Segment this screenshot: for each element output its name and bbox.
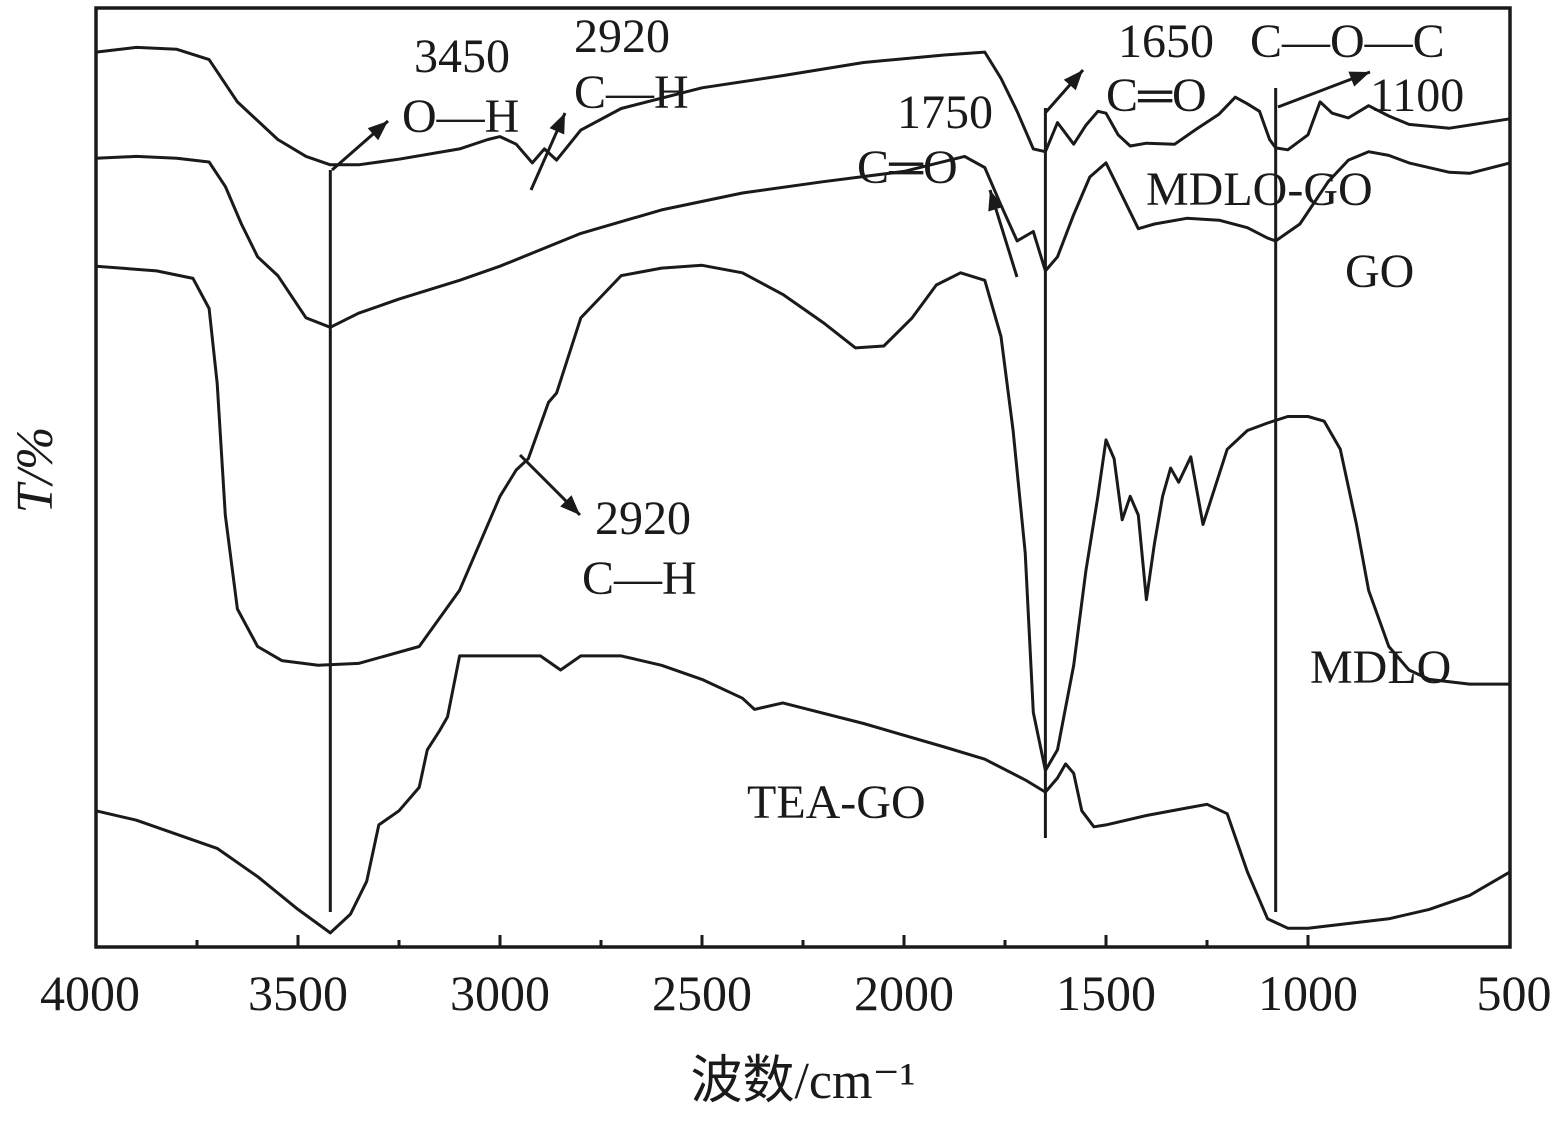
- annot-ch-wavenumber: 2920: [574, 10, 670, 63]
- x-tick-label: 2000: [854, 965, 954, 1021]
- spectra-curves: [95, 45, 1511, 935]
- series-label-mdlo: MDLO: [1310, 641, 1451, 694]
- arrow-co-1750: [988, 189, 1019, 278]
- annot-coc-wavenumber: 1100: [1370, 69, 1464, 122]
- annot-oh-wavenumber: 3450: [414, 30, 510, 83]
- x-axis-ticks: 4000 3500 3000 2500 2000 1500 1000 500: [40, 935, 1552, 1021]
- annot-ch-bond: C—H: [574, 66, 689, 119]
- arrow-oh: [331, 119, 389, 172]
- annot-mdlo-ch-wavenumber: 2920: [595, 492, 691, 545]
- annot-mdlo-ch-bond: C—H: [582, 552, 697, 605]
- x-tick-label: 3000: [450, 965, 550, 1021]
- x-tick-label: 3500: [248, 965, 348, 1021]
- arrow-coc: [1277, 70, 1371, 109]
- x-axis-label: 波数/cm⁻¹: [690, 1053, 915, 1110]
- series-label-go: GO: [1345, 245, 1414, 298]
- annot-co-1750-bond: C═O: [857, 141, 958, 194]
- x-tick-label: 500: [1477, 965, 1552, 1021]
- y-axis-label: T/%: [7, 427, 64, 514]
- annot-co-1750-wavenumber: 1750: [897, 86, 993, 139]
- arrow-ch-mdlo: [518, 453, 582, 517]
- annotation-arrows: [331, 69, 1371, 517]
- series-label-mdlo-go: MDLO-GO: [1146, 163, 1373, 216]
- reference-lines: [328, 88, 1278, 912]
- arrow-ch-top: [529, 112, 567, 191]
- annot-coc-bond: C—O—C: [1250, 15, 1445, 68]
- x-tick-label: 2500: [652, 965, 752, 1021]
- curve-mdlo: [95, 263, 1510, 772]
- x-tick-label: 1500: [1056, 965, 1156, 1021]
- x-tick-label: 4000: [40, 965, 140, 1021]
- curve-mdlo-go: [95, 45, 1511, 167]
- annot-co-1650-wavenumber: 1650: [1118, 15, 1214, 68]
- x-tick-label: 1000: [1258, 965, 1358, 1021]
- curve-tea-go: [95, 654, 1511, 935]
- annot-oh-bond: O—H: [402, 90, 519, 143]
- arrow-co-1650: [1044, 69, 1085, 113]
- annot-co-1650-bond: C═O: [1106, 69, 1207, 122]
- series-label-tea-go: TEA-GO: [747, 776, 926, 829]
- curve-go: [95, 150, 1511, 329]
